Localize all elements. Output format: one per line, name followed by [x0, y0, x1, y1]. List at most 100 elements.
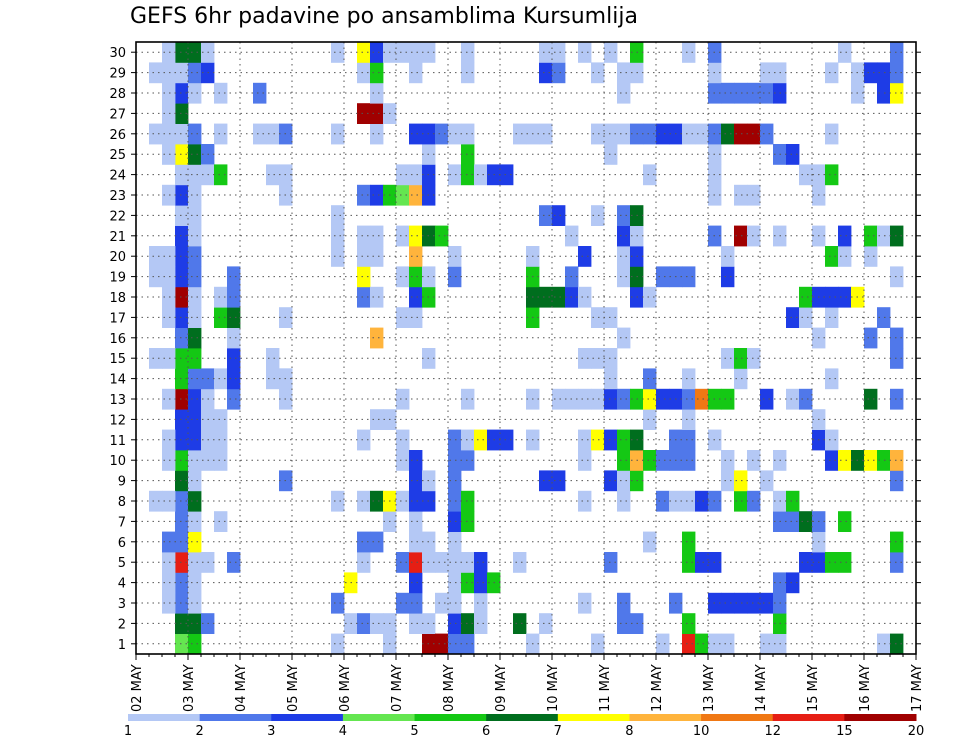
heat-cell — [175, 164, 189, 186]
heat-cell — [656, 266, 670, 288]
heat-cell — [864, 246, 878, 267]
heat-cell — [877, 633, 891, 655]
legend-label: 7 — [554, 724, 562, 739]
heat-cell — [188, 450, 202, 471]
heat-cell — [162, 572, 176, 594]
y-tick-label: 8 — [118, 495, 126, 510]
heat-cell — [617, 225, 631, 247]
heat-cell — [760, 470, 774, 492]
heat-cell — [643, 164, 657, 186]
heat-cell — [682, 409, 696, 430]
heat-cell — [175, 286, 189, 308]
heat-cell — [760, 592, 774, 614]
heat-cell — [838, 552, 852, 573]
heat-cell — [721, 388, 735, 410]
heat-cell — [643, 368, 657, 390]
heat-cell — [149, 266, 163, 288]
heat-cell — [188, 246, 202, 267]
heat-cell — [825, 429, 839, 451]
heat-cell — [448, 490, 462, 512]
heat-cell — [175, 490, 189, 512]
y-tick-label: 29 — [109, 67, 126, 82]
heat-cell — [721, 592, 735, 614]
heat-cell — [461, 572, 475, 594]
heat-cell — [591, 633, 605, 655]
heat-cell — [682, 42, 696, 63]
heat-cell — [188, 613, 202, 634]
heat-cell — [188, 633, 202, 655]
heat-cell — [331, 633, 345, 655]
legend-label: 15 — [836, 724, 853, 739]
heat-cell — [604, 307, 618, 328]
heat-cell — [175, 633, 189, 655]
x-tick-label: 10 MAY — [546, 664, 561, 712]
heat-cell — [682, 531, 696, 553]
heat-cell — [214, 409, 228, 430]
heat-cell — [890, 633, 904, 655]
heat-cell — [604, 470, 618, 492]
heat-cell — [162, 450, 176, 471]
heat-cell — [162, 62, 176, 84]
heat-cell — [214, 450, 228, 471]
heat-cell — [409, 286, 423, 308]
heat-cell — [266, 123, 280, 145]
y-tick-label: 9 — [118, 475, 126, 490]
heat-cell — [890, 552, 904, 573]
heat-cell — [682, 123, 696, 145]
heat-cell — [188, 225, 202, 247]
heat-cell — [409, 123, 423, 145]
heat-cell — [890, 470, 904, 492]
y-tick-label: 13 — [109, 393, 126, 408]
heat-cell — [682, 552, 696, 573]
heat-cell — [448, 572, 462, 594]
heat-cell — [188, 572, 202, 594]
y-tick-label: 3 — [118, 597, 126, 612]
heat-cell — [747, 184, 761, 206]
heat-cell — [409, 511, 423, 532]
heat-cell — [461, 164, 475, 186]
heat-cell — [747, 225, 761, 247]
heat-cell — [513, 613, 527, 634]
heat-cell — [500, 164, 514, 186]
heat-cell — [799, 307, 813, 328]
heat-cell — [357, 490, 371, 512]
heat-cell — [825, 307, 839, 328]
heat-cell — [682, 429, 696, 451]
heat-cell — [448, 633, 462, 655]
heat-cell — [175, 327, 189, 349]
heat-cell — [513, 123, 527, 145]
legend-label: 12 — [764, 724, 781, 739]
heat-cell — [539, 205, 553, 226]
heat-cell — [617, 388, 631, 410]
heat-cell — [617, 613, 631, 634]
heat-cell — [500, 429, 514, 451]
y-tick-label: 22 — [109, 209, 126, 224]
heat-cell — [188, 205, 202, 226]
heat-cell — [188, 327, 202, 349]
heat-cell — [747, 348, 761, 369]
heat-cell — [461, 633, 475, 655]
heat-cell — [149, 123, 163, 145]
x-tick-label: 13 MAY — [702, 664, 717, 712]
heat-cell — [617, 490, 631, 512]
heat-cell — [409, 225, 423, 247]
heat-cell — [604, 123, 618, 145]
heat-cell — [760, 82, 774, 104]
heat-cell — [370, 286, 384, 308]
heat-cell — [461, 42, 475, 63]
heat-cell — [396, 266, 410, 288]
heat-cell — [591, 429, 605, 451]
heat-cell — [864, 62, 878, 84]
heat-cell — [214, 123, 228, 145]
heat-cell — [474, 572, 488, 594]
heat-cell — [409, 307, 423, 328]
heat-cell — [175, 613, 189, 634]
heat-cell — [175, 82, 189, 104]
heat-cell — [357, 531, 371, 553]
heat-cell — [266, 368, 280, 390]
heat-cell — [721, 470, 735, 492]
x-tick-label: 06 MAY — [338, 664, 353, 712]
heat-cell — [474, 429, 488, 451]
heat-cell — [617, 429, 631, 451]
legend-label: 6 — [482, 724, 490, 739]
